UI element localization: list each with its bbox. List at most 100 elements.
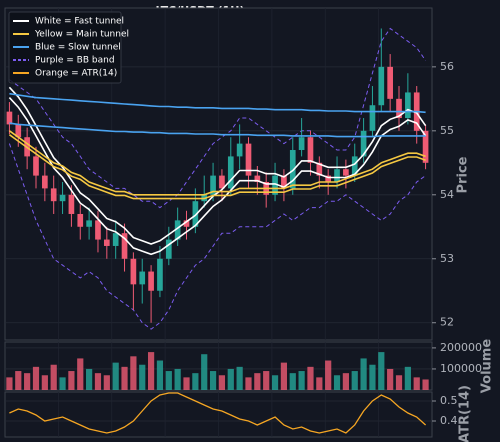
volume-bar [147,352,155,390]
candle-body [227,156,234,189]
axis-title: ATR(14) [458,385,473,442]
candle-body [165,239,172,259]
volume-bar [395,375,403,390]
volume-bar [387,368,394,390]
candle-body [360,130,367,157]
candle-body [298,137,305,151]
candle-body [148,271,154,291]
candle-body [50,188,57,202]
volume-bar [280,362,288,390]
y-tick-label: 56 [440,60,454,73]
y-tick-label: 53 [440,252,454,265]
volume-bar [192,373,199,390]
y-tick-label: 54 [440,188,454,201]
candle-body [422,130,429,163]
candle-body [183,220,190,227]
candle-body [334,169,340,182]
candle-body [33,156,39,176]
volume-bar [422,379,429,390]
candle-body [316,162,323,176]
volume-bar [307,366,314,390]
candle-body [254,175,261,182]
volume-bar [209,371,217,390]
volume-bar [24,373,31,390]
axis-title: Price [456,156,471,193]
y-tick-label: 0.5 [440,394,458,407]
candle-body [121,233,128,259]
volume-bar [130,356,137,390]
tunnel-upper [8,86,427,245]
volume-bar [6,377,13,390]
bb-lower [8,143,426,330]
volume-bar [351,371,358,390]
volume-bar [227,368,234,390]
volume-bar [59,377,66,390]
candle-body [396,98,402,119]
volume-bar [333,375,341,390]
volume-bar [103,375,110,390]
legend-label: Blue = Slow tunnel [35,43,121,53]
y-tick-label: 0.4 [440,414,458,427]
tunnel-lower [9,122,426,138]
volume-bar [369,364,376,390]
candle-body [157,258,163,291]
candle-body [378,66,385,106]
tunnel-upper [9,92,426,114]
volume-bar [50,364,57,390]
candle-body [343,169,349,176]
volume-bar [298,371,305,390]
candle-body [86,220,92,227]
candle-body [95,220,101,240]
candle-body [281,175,287,189]
legend: White = Fast tunnel Yellow = Main tunnel B… [8,11,129,84]
candle-body [130,258,137,285]
tunnel-lower [8,97,427,256]
volume-bar [263,371,270,390]
tunnel-lower [8,134,426,200]
candle-body [369,105,376,131]
candle-body [307,137,314,163]
candle-body [6,111,13,125]
volume-bar [86,368,93,390]
candle-body [112,233,119,246]
volume-bar [174,368,181,390]
volume-bar [156,360,164,390]
candle-body [103,239,110,246]
volume-bar [201,354,208,390]
volume-bar [289,373,296,390]
volume-bar [378,352,385,390]
legend-label: Orange = ATR(14) [35,69,117,79]
legend-label: White = Fast tunnel [35,17,124,27]
candle-body [210,175,216,195]
candle-body [236,143,243,157]
volume-bar [41,375,48,390]
candle-body [174,220,181,240]
legend-label: Yellow = Main tunnel [34,30,129,40]
volume-bar [121,366,128,390]
y-tick-label: 100000 [440,362,482,375]
volume-bar [413,377,420,390]
volume-bar [77,358,84,390]
candle-body [42,175,48,189]
candle-body [289,150,296,189]
candle-body [139,271,146,285]
candle-body [68,194,75,214]
volume-bar [316,377,323,390]
legend-box [8,11,122,84]
volume-bar [15,371,22,390]
y-tick-label: 52 [440,316,454,329]
volume-bar [254,373,261,390]
candle-body [219,175,225,189]
volume-bar [342,373,349,390]
y-tick-label: 55 [440,124,454,137]
candle-body [192,201,199,227]
volume-bar [245,377,252,390]
candle-body [325,175,332,182]
candle-body [59,194,66,202]
volume-bar [325,360,332,390]
volume-bar [404,366,411,390]
volume-bar [271,375,279,390]
y-tick-label: 200000 [440,341,482,354]
volume-bar [360,358,367,390]
volume-bar [165,371,172,390]
